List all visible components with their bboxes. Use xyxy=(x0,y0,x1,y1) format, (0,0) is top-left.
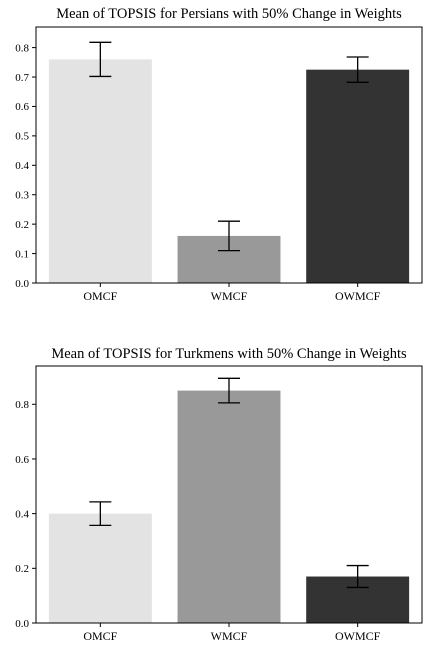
y-tick-label: 0.2 xyxy=(15,563,29,575)
y-tick-label: 0.1 xyxy=(15,248,29,260)
x-tick-label-owmcf: OWMCF xyxy=(335,629,381,643)
error-bar-omcf xyxy=(89,41,112,78)
y-tick-label: 0.8 xyxy=(15,399,29,411)
bar-owmcf xyxy=(306,69,410,284)
y-tick-label: 0.7 xyxy=(15,72,29,84)
chart-panel-turkmens: Mean of TOPSIS for Turkmens with 50% Cha… xyxy=(15,346,423,643)
bar-omcf xyxy=(48,513,152,623)
y-tick-label: 0.5 xyxy=(15,131,29,143)
x-tick-label-wmcf: WMCF xyxy=(211,289,248,303)
chart-title: Mean of TOPSIS for Turkmens with 50% Cha… xyxy=(51,346,407,362)
y-tick-label: 0.8 xyxy=(15,42,29,54)
x-tick-label-omcf: OMCF xyxy=(83,289,117,303)
error-bar-owmcf xyxy=(346,564,369,589)
bar-omcf xyxy=(48,59,152,284)
chart-panel-persians: Mean of TOPSIS for Persians with 50% Cha… xyxy=(15,6,423,303)
y-tick-label: 0.0 xyxy=(15,618,29,630)
y-tick-label: 0.6 xyxy=(15,101,29,113)
x-tick-label-owmcf: OWMCF xyxy=(335,289,381,303)
y-tick-label: 0.4 xyxy=(15,508,29,520)
bar-wmcf xyxy=(177,390,281,623)
error-bar-omcf xyxy=(89,501,112,527)
y-tick-label: 0.2 xyxy=(15,219,29,231)
error-bar-wmcf xyxy=(218,377,240,404)
y-tick-label: 0.0 xyxy=(15,278,29,290)
error-bar-wmcf xyxy=(218,220,240,252)
error-bar-owmcf xyxy=(346,56,369,83)
chart-title: Mean of TOPSIS for Persians with 50% Cha… xyxy=(56,6,402,22)
x-tick-label-wmcf: WMCF xyxy=(211,629,248,643)
y-tick-label: 0.4 xyxy=(15,160,29,172)
x-tick-label-omcf: OMCF xyxy=(83,629,117,643)
y-tick-label: 0.3 xyxy=(15,190,29,202)
y-tick-label: 0.6 xyxy=(15,454,29,466)
